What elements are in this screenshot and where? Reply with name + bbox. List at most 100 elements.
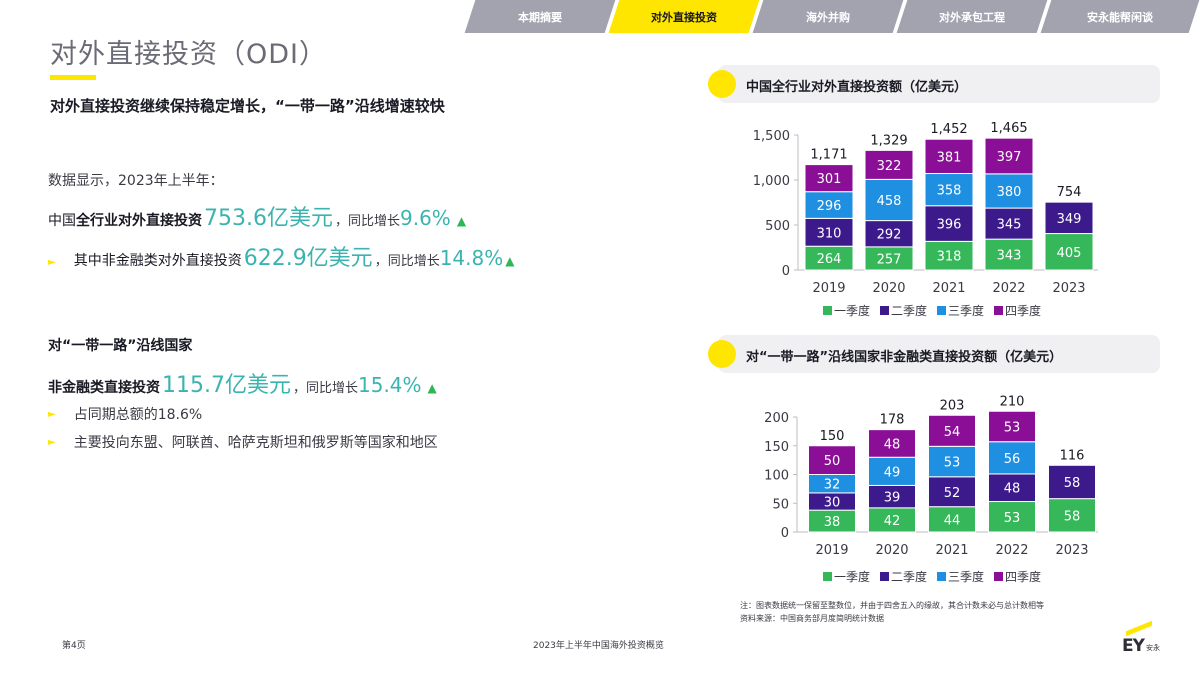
bar-segment: 53 [928,445,976,478]
top-navigation: 本期摘要 对外直接投资 海外并购 对外承包工程 安永能帮闲谈 [462,0,1200,33]
nonfinancial-odi-growth: 14.8% [439,246,504,270]
bar-segment: 405 [1044,233,1094,271]
svg-text:42: 42 [884,514,901,529]
chart-belt-road: 0 50 100 150 200 38 30 32 50 150 2019 42 39 49 48 178 20… [740,394,1100,560]
page-title: 对外直接投资（ODI） [50,39,328,70]
bar-segment: 380 [984,173,1034,209]
svg-text:381: 381 [937,150,962,165]
bar-segment: 345 [984,207,1034,240]
legend-item: 二季度 [880,568,927,585]
svg-text:500: 500 [765,219,790,234]
chart2-legend: 一季度 二季度 三季度 四季度 [823,568,1041,585]
svg-text:345: 345 [997,218,1022,233]
up-arrow-icon: ▲ [427,381,437,395]
legend-item: 四季度 [994,302,1041,319]
svg-text:2022: 2022 [992,281,1025,295]
bar-segment: 52 [928,476,976,508]
bar-segment: 318 [924,240,974,271]
bar-segment: 397 [984,137,1034,175]
svg-text:52: 52 [944,486,961,501]
chart2-header: 对“一带一路”沿线国家非金融类直接投资额（亿美元） [708,335,1160,373]
chart1-title: 中国全行业对外直接投资额（亿美元） [746,80,968,95]
bar-segment: 381 [924,138,974,175]
chart2-title: 对“一带一路”沿线国家非金融类直接投资额（亿美元） [746,350,1063,365]
svg-text:1,452: 1,452 [930,122,967,137]
bar-segment: 264 [804,245,854,271]
total-odi-growth: 9.6% [400,206,451,230]
page-subtitle: 对外直接投资继续保持稳定增长，“一带一路”沿线增速较快 [50,97,445,115]
legend-item: 三季度 [937,302,984,319]
lead-text: 数据显示，2023年上半年： [48,173,224,189]
belt-road-growth: 15.4% [358,373,422,397]
svg-text:49: 49 [884,465,901,480]
bar-segment: 32 [808,474,856,494]
bullet-destinations: ► 主要投向东盟、阿联酋、哈萨克斯坦和俄罗斯等国家和地区 [48,435,438,451]
svg-text:343: 343 [997,249,1022,264]
bar-segment: 53 [988,410,1036,443]
stat-belt-road: 非金融类直接投资 115.7亿美元 ，同比增长 15.4% ▲ [48,367,437,399]
tab-summary[interactable]: 本期摘要 [464,0,616,33]
svg-text:178: 178 [880,413,905,428]
belt-road-value: 115.7亿美元 [162,373,291,398]
bullet-share: ► 占同期总额的18.6% [48,407,203,423]
bar-segment: 396 [924,205,974,242]
nonfinancial-odi-value: 622.9亿美元 [243,246,373,271]
svg-text:48: 48 [1004,482,1021,497]
svg-text:50: 50 [824,454,841,469]
legend-item: 二季度 [880,302,927,319]
svg-text:458: 458 [877,194,902,209]
bar-segment: 310 [804,217,854,247]
svg-text:301: 301 [817,172,842,187]
svg-text:1,329: 1,329 [870,133,907,148]
bar-segment: 58 [1048,498,1096,533]
chart1-header: 中国全行业对外直接投资额（亿美元） [708,65,1160,103]
svg-text:1,500: 1,500 [753,129,790,144]
legend-item: 三季度 [937,568,984,585]
bullet-icon: ► [48,408,56,420]
legend-swatch-icon [994,572,1004,581]
svg-text:150: 150 [820,429,845,444]
svg-text:292: 292 [877,228,902,243]
bar-segment: 56 [988,441,1036,475]
bar-segment: 44 [928,506,976,533]
svg-text:53: 53 [944,456,961,471]
svg-text:2019: 2019 [815,543,848,558]
svg-text:53: 53 [1004,420,1021,435]
up-arrow-icon: ▲ [505,254,515,268]
svg-text:380: 380 [997,185,1022,200]
svg-text:2021: 2021 [932,281,965,295]
stat-nonfinancial-odi: ► 其中非金融类对外直接投资 622.9亿美元 ，同比增长 14.8% ▲ [48,240,514,272]
svg-text:257: 257 [877,252,902,267]
ey-beam-icon [1126,620,1152,637]
bar-segment: 343 [984,238,1034,271]
bar-segment: 38 [808,509,856,533]
belt-road-heading: 对“一带一路”沿线国家 [48,338,193,354]
svg-text:56: 56 [1004,452,1021,467]
legend-item: 一季度 [823,302,870,319]
tab-odi[interactable]: 对外直接投资 [608,0,760,33]
tab-contract-projects[interactable]: 对外承包工程 [896,0,1048,33]
svg-text:2023: 2023 [1052,281,1085,295]
tab-overseas-ma[interactable]: 海外并购 [752,0,904,33]
tab-ey-talk[interactable]: 安永能帮闲谈 [1040,0,1200,33]
bar-segment: 322 [864,149,914,180]
svg-text:54: 54 [944,425,961,440]
bar-segment: 458 [864,178,914,222]
svg-text:1,465: 1,465 [990,121,1027,136]
legend-swatch-icon [823,572,832,581]
svg-text:2020: 2020 [872,281,905,295]
bar-segment: 48 [868,429,916,458]
bar-segment: 292 [864,220,914,248]
chart1-legend: 一季度 二季度 三季度 四季度 [823,302,1041,319]
bar-segment: 358 [924,173,974,207]
legend-swatch-icon [880,572,890,581]
svg-text:358: 358 [937,184,962,199]
svg-text:2019: 2019 [812,281,845,295]
svg-text:100: 100 [764,469,789,484]
ey-logo: EY 安永 [1118,620,1168,660]
page-number: 第4页 [62,641,86,651]
svg-text:2022: 2022 [995,543,1028,558]
bar-segment: 58 [1048,464,1096,500]
svg-text:310: 310 [817,226,842,241]
bar-segment: 301 [804,164,854,193]
